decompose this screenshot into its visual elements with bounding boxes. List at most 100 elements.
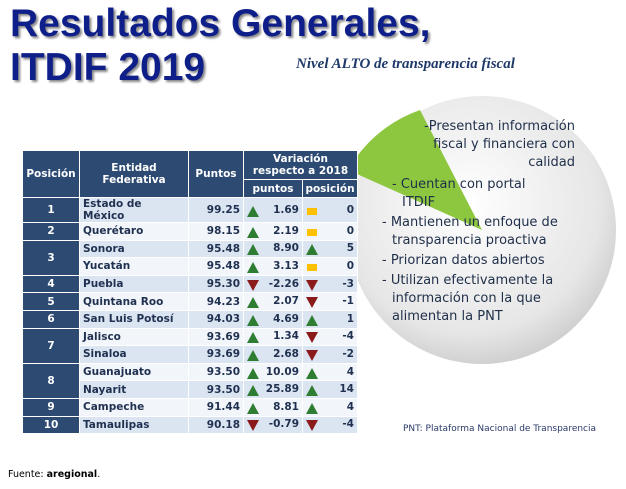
table-row: 4 Puebla 95.30 -2.26 -3 [22,274,358,294]
title: Resultados Generales, ITDIF 2019 [10,2,431,90]
trend-icon [247,314,259,326]
column-header: Variación respecto a 2018 [243,150,358,180]
cell-value: -4 [342,330,354,343]
trend-icon [247,385,259,397]
table-row: Nayarit 93.50 25.89 14 [23,380,358,399]
table-row: 10 Tamaulipas 90.18 -0.79 -4 [22,415,358,435]
cell-value: 4.69 [273,312,299,325]
score-cell: 93.50 [188,380,244,399]
cell-value: -2.26 [268,277,299,290]
points-change-cell: -2.26 [243,274,303,294]
position-change-cell: 14 [302,380,358,399]
score-cell: 95.48 [188,257,244,276]
position-change-cell: 5 [302,239,358,259]
score-cell: 99.25 [188,197,244,223]
entity-cell: Nayarit [79,380,189,399]
trend-icon [247,244,259,256]
cell-value: 0 [346,203,354,216]
cell-value: 10.09 [265,365,299,378]
points-change-cell: 2.68 [243,345,303,364]
column-header: puntos [243,179,303,198]
trend-icon [247,402,259,414]
score-cell: 94.03 [188,309,244,329]
source-name: aregional [46,469,98,480]
score-cell: 93.69 [188,327,244,347]
table-row: 2 Querétaro 98.15 2.19 0 [22,222,358,241]
score-cell: 91.44 [188,397,244,417]
entity-cell: Sonora [79,239,189,259]
score-cell: 95.48 [188,239,244,259]
position-cell: 9 [22,397,80,417]
entity-cell: Sinaloa [79,345,189,364]
points-change-cell: 8.90 [243,239,303,259]
trend-icon [247,226,259,238]
cell-value: 1.69 [273,203,299,216]
entity-cell: Tamaulipas [79,415,189,435]
bullet: - Cuentan con portal ITDIF [392,177,526,210]
score-cell: 93.69 [188,345,244,364]
table-row: 8 Guanajuato 93.50 10.09 4 [22,362,358,399]
position-change-cell: -4 [302,415,358,435]
points-change-cell: 1.69 [243,197,303,223]
footnote: PNT: Plataforma Nacional de Transparenci… [403,424,597,434]
entity-cell: Guanajuato [79,362,189,382]
bullet: -Presentan información fiscal y financie… [424,119,575,170]
cell-value: 0 [346,259,354,272]
cell-value: 2.19 [273,224,299,237]
cell-value: 8.90 [273,242,299,255]
score-cell: 90.18 [188,415,244,435]
trend-icon [306,420,318,432]
trend-icon [306,349,318,361]
entity-cell: Puebla [79,274,189,294]
entity-cell: Yucatán [79,257,189,276]
entity-cell: Querétaro [79,222,189,241]
table-row: Sinaloa 93.69 2.68 -2 [23,345,358,364]
trend-icon [307,207,317,215]
column-header: Posición [22,150,80,198]
subtitle: Nivel ALTO de transparencia fiscal [296,56,515,72]
cell-value: 0 [346,224,354,237]
trend-icon [307,228,317,236]
points-change-cell: 2.07 [243,292,303,311]
cell-value: -0.79 [268,418,299,431]
trend-icon [306,332,318,344]
position-cell: 7 [22,327,80,364]
points-change-cell: 4.69 [243,309,303,329]
trend-icon [247,420,259,432]
trend-icon [247,297,259,309]
position-cell: 1 [22,197,80,223]
table-row: Yucatán 95.48 3.13 0 [23,257,358,276]
cell-value: 5 [346,242,354,255]
table-row: 5 Quintana Roo 94.23 2.07 -1 [22,292,358,311]
bullet: - Mantienen un enfoque de transparencia … [382,215,558,248]
cell-value: 14 [339,383,354,396]
source: Fuente: aregional. [8,469,100,480]
table-row: 7 Jalisco 93.69 1.34 -4 [22,327,358,364]
column-header: Entidad Federativa [79,150,189,198]
cell-value: 8.81 [273,400,299,413]
position-change-cell: -3 [302,274,358,294]
column-header: Puntos [188,150,244,198]
cell-value: 3.13 [273,259,299,272]
position-change-cell: 0 [302,257,358,276]
entity-cell: Estado de México [79,197,189,223]
bullet: - Priorizan datos abiertos [382,253,545,268]
cell-value: 4 [346,400,354,413]
position-cell: 10 [22,415,80,435]
trend-icon [247,367,259,379]
cell-value: -2 [342,347,354,360]
trend-icon [247,261,259,273]
points-change-cell: 10.09 [243,362,303,382]
entity-cell: Quintana Roo [79,292,189,311]
position-change-cell: 4 [302,362,358,382]
score-cell: 94.23 [188,292,244,311]
entity-cell: Campeche [79,397,189,417]
cell-value: 2.07 [273,295,299,308]
score-cell: 98.15 [188,222,244,241]
cell-value: 1 [346,312,354,325]
position-cell: 2 [22,222,80,241]
cell-value: 2.68 [273,347,299,360]
trend-icon [306,385,318,397]
